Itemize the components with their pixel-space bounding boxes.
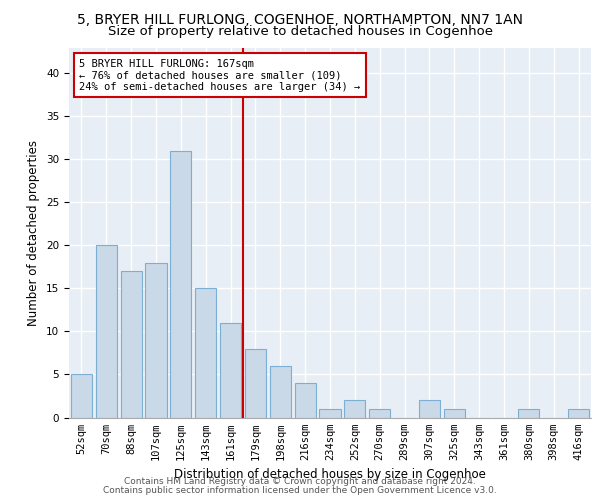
Bar [518,409,539,418]
Bar [195,288,216,418]
Text: Contains public sector information licensed under the Open Government Licence v3: Contains public sector information licen… [103,486,497,495]
Text: Size of property relative to detached houses in Cogenhoe: Size of property relative to detached ho… [107,25,493,38]
Bar [220,323,241,418]
Bar [121,271,142,418]
Bar [245,348,266,418]
Bar [96,246,117,418]
Y-axis label: Number of detached properties: Number of detached properties [28,140,40,326]
Bar [295,383,316,418]
Bar [344,400,365,417]
X-axis label: Distribution of detached houses by size in Cogenhoe: Distribution of detached houses by size … [174,468,486,481]
Bar [319,409,341,418]
Bar [270,366,291,418]
Bar [71,374,92,418]
Bar [170,151,191,417]
Text: 5 BRYER HILL FURLONG: 167sqm
← 76% of detached houses are smaller (109)
24% of s: 5 BRYER HILL FURLONG: 167sqm ← 76% of de… [79,58,361,92]
Bar [145,262,167,418]
Bar [568,409,589,418]
Text: 5, BRYER HILL FURLONG, COGENHOE, NORTHAMPTON, NN7 1AN: 5, BRYER HILL FURLONG, COGENHOE, NORTHAM… [77,12,523,26]
Bar [419,400,440,417]
Bar [369,409,390,418]
Text: Contains HM Land Registry data © Crown copyright and database right 2024.: Contains HM Land Registry data © Crown c… [124,477,476,486]
Bar [444,409,465,418]
